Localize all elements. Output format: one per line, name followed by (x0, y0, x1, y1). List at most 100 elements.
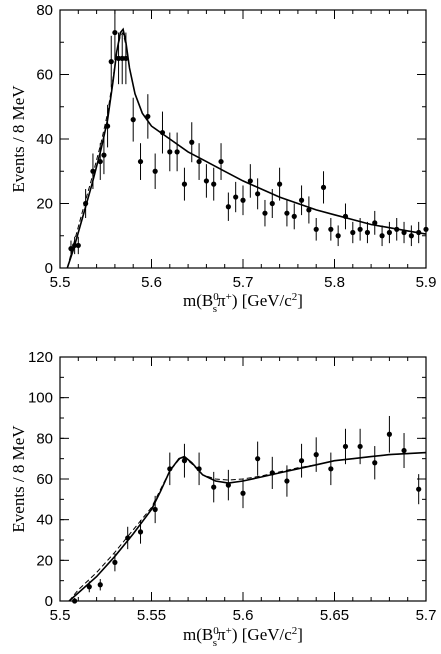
data-point (328, 226, 334, 232)
y-tick-label: 20 (36, 196, 53, 213)
y-axis-label: Events / 8 MeV (9, 425, 28, 533)
x-tick-label: 5.55 (137, 607, 166, 624)
tick-labels: 5.5 5.6 5.7 5.8 5.9 0 20 40 60 80 (36, 2, 436, 291)
tick-labels: 5.5 5.55 5.6 5.65 5.7 0 20 40 60 80 100 120 (28, 349, 436, 624)
data-point (123, 55, 129, 61)
x-tick-label: 5.6 (233, 607, 254, 624)
y-tick-label: 40 (36, 512, 53, 529)
chart-panel-top: 5.5 5.6 5.7 5.8 5.9 0 20 40 60 80 m(B0 sπ+) [GeV/c… (9, 2, 436, 315)
data-point (97, 158, 103, 165)
data-point (313, 452, 319, 458)
data-point (125, 535, 131, 541)
x-tick-label: 5.6 (141, 274, 162, 291)
data-point (152, 168, 158, 174)
data-point (115, 55, 122, 61)
data-point (90, 168, 96, 174)
x-axis-label: m(B0 sπ+) [GeV/c2] (183, 625, 303, 649)
data-point (320, 184, 327, 190)
data-point (112, 29, 118, 36)
data-point (68, 246, 74, 252)
data-point (72, 598, 78, 604)
data-point (240, 490, 246, 496)
data-point (284, 478, 290, 484)
data-point (401, 447, 407, 454)
data-point (313, 226, 319, 232)
chart-panel-bottom: 5.5 5.55 5.6 5.65 5.7 0 20 40 60 80 100 120 m(B0 sπ+… (9, 349, 436, 649)
data-point (101, 152, 107, 158)
data-point (181, 181, 188, 187)
data-point (277, 181, 283, 187)
x-tick-label: 5.7 (416, 607, 437, 624)
data-point (83, 200, 89, 207)
y-tick-label: 40 (36, 131, 53, 148)
data-point (335, 233, 341, 239)
x-tick-label: 5.8 (324, 274, 345, 291)
data-point (225, 482, 231, 488)
y-tick-label: 60 (36, 471, 53, 488)
data-point (86, 584, 92, 590)
data-point (104, 123, 111, 129)
data-point (364, 229, 371, 236)
data-point (306, 207, 312, 213)
data-point (75, 242, 81, 249)
data-point (196, 158, 202, 165)
fit-curve-solid (68, 451, 427, 602)
data-point (174, 149, 180, 155)
data-point (218, 158, 224, 165)
data-point (211, 484, 217, 490)
data-point (386, 431, 392, 437)
data-point (372, 460, 378, 466)
data-points (68, 10, 429, 257)
y-tick-label: 80 (36, 430, 53, 447)
data-point (137, 529, 144, 535)
data-point (269, 470, 275, 476)
data-point (159, 129, 166, 136)
data-point (357, 226, 363, 232)
data-point (284, 210, 290, 216)
data-point (211, 181, 217, 187)
axis-ticks (59, 9, 427, 269)
data-point (119, 55, 125, 61)
fit-curve-solid (66, 27, 427, 269)
fit-curve-dashed (68, 452, 427, 602)
data-point (350, 229, 356, 236)
data-point (130, 117, 136, 123)
y-tick-label: 100 (28, 390, 53, 407)
data-point (401, 229, 407, 236)
x-tick-label: 5.9 (416, 274, 437, 291)
x-tick-label: 5.5 (50, 274, 71, 291)
data-point (342, 213, 349, 219)
data-point (137, 158, 144, 165)
fit-curves (66, 27, 427, 269)
data-point (167, 466, 173, 472)
data-point (97, 582, 103, 588)
data-point (152, 506, 158, 513)
data-point (416, 486, 422, 492)
data-point (298, 197, 305, 203)
y-tick-label: 80 (36, 2, 53, 19)
data-point (342, 443, 349, 450)
data-point (233, 194, 239, 200)
data-point (145, 113, 151, 120)
data-points (72, 415, 422, 604)
x-tick-label: 5.7 (233, 274, 254, 291)
data-point (379, 233, 385, 239)
data-point (167, 149, 173, 155)
data-point (196, 466, 202, 472)
data-point (72, 242, 78, 249)
y-tick-label: 60 (36, 67, 53, 84)
data-point (357, 443, 363, 450)
data-point (225, 204, 231, 210)
x-tick-label: 5.5 (50, 607, 71, 624)
data-point (328, 466, 334, 472)
data-point (255, 191, 261, 197)
data-point (181, 458, 188, 464)
y-axis-label: Events / 8 MeV (9, 85, 28, 193)
data-point (394, 226, 400, 232)
data-point (240, 197, 246, 203)
data-point (247, 178, 253, 184)
data-point (416, 229, 422, 236)
data-point (372, 220, 378, 226)
data-point (386, 229, 392, 236)
